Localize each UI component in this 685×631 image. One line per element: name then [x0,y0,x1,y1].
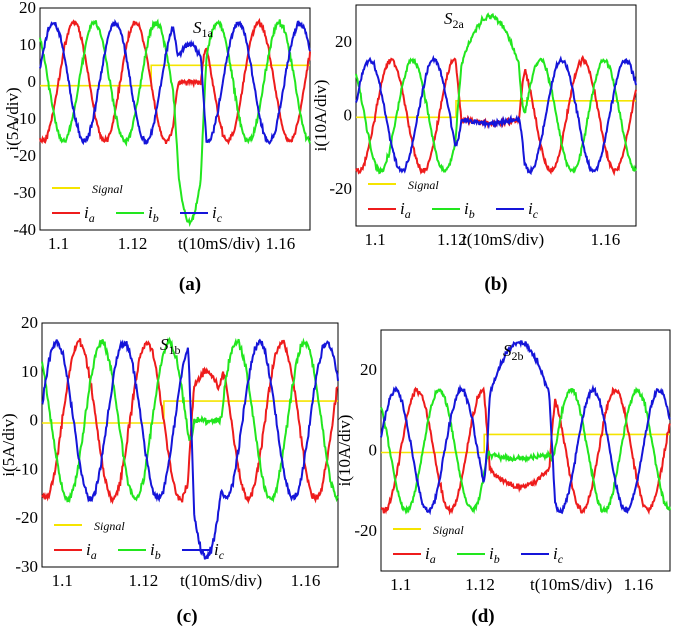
legend-subscript: c [558,552,564,566]
x-tick-label: 1.16 [291,571,321,590]
y-tick-label: 20 [21,313,38,332]
panel-a: 20100-10-20-30-401.1 1.12 1.16S1aSignalia i… [3,0,310,295]
legend-subscript: b [469,207,475,221]
y-tick-label: -40 [13,220,36,239]
panel-c: 20100-10-20-301.1 1.12 1.16S1bSignalia ib ic… [0,313,338,627]
title-subscript: 2b [512,349,524,363]
x-tick-label: 1.12 [118,234,148,253]
y-axis-label: i(10A/div) [311,80,330,152]
y-tick-label: 0 [369,441,378,460]
title-subscript: 1b [169,343,181,357]
legend-subscript: b [494,552,500,566]
legend-subscript: a [430,552,436,566]
panel-caption: (b) [484,274,507,295]
y-tick-label: 0 [28,72,37,91]
y-tick-label: -20 [15,508,38,527]
legend-label-signal: Signal [92,182,123,196]
panel-caption: (d) [471,606,494,627]
panel-b: 200-201.1 1.12 1.16S2aSignalia ib ict(10mS/d… [311,5,636,295]
x-tick-label: 1.1 [390,575,411,594]
y-tick-label: 10 [19,35,36,54]
x-axis-label: t(10mS/div) [178,234,260,253]
y-tick-label: -30 [13,183,36,202]
panel-caption: (a) [179,274,201,295]
y-tick-label: 0 [30,411,39,430]
x-tick-label: 1.12 [465,575,495,594]
legend-label-signal: Signal [408,178,439,192]
x-axis-label: t(10mS/div) [530,575,612,594]
x-tick-label: 1.1 [52,571,73,590]
legend-subscript: a [91,548,97,562]
plot-frame [356,5,636,226]
legend-subscript: c [217,211,223,225]
y-axis-label: i(10A/div) [335,415,354,487]
plot-frame [381,330,670,571]
legend-subscript: a [405,207,411,221]
panel-caption: (c) [176,606,197,627]
x-axis-label: t(10mS/div) [462,230,544,249]
y-tick-label: -20 [354,521,377,540]
legend-label-signal: Signal [94,519,125,533]
y-axis-label: i(5A/div) [0,413,18,476]
y-tick-label: -10 [15,459,38,478]
x-tick-label: 1.16 [266,234,296,253]
x-tick-label: 1.1 [48,234,69,253]
legend-label-signal: Signal [433,523,464,537]
x-tick-label: 1.12 [128,571,158,590]
legend-subscript: b [155,548,161,562]
y-tick-label: -30 [15,557,38,576]
legend-subscript: c [533,207,539,221]
legend-subscript: b [153,211,159,225]
y-tick-label: 20 [19,0,36,17]
title-subscript: 1a [202,26,214,40]
y-tick-label: 0 [344,106,353,125]
x-tick-label: 1.16 [623,575,653,594]
panel-d: 200-201.1 1.12 1.16S2bSignalia ib ict(10mS/d… [335,330,670,627]
x-axis-label: t(10mS/div) [180,571,262,590]
y-tick-label: 20 [360,360,377,379]
legend-subscript: c [219,548,225,562]
legend-subscript: a [89,211,95,225]
y-tick-label: 20 [335,32,352,51]
y-tick-label: 10 [21,362,38,381]
y-axis-label: i(5A/div) [3,87,22,150]
x-tick-label: 1.16 [590,230,620,249]
title-subscript: 2a [453,17,465,31]
x-tick-label: 1.1 [365,230,386,249]
y-tick-label: -20 [329,179,352,198]
